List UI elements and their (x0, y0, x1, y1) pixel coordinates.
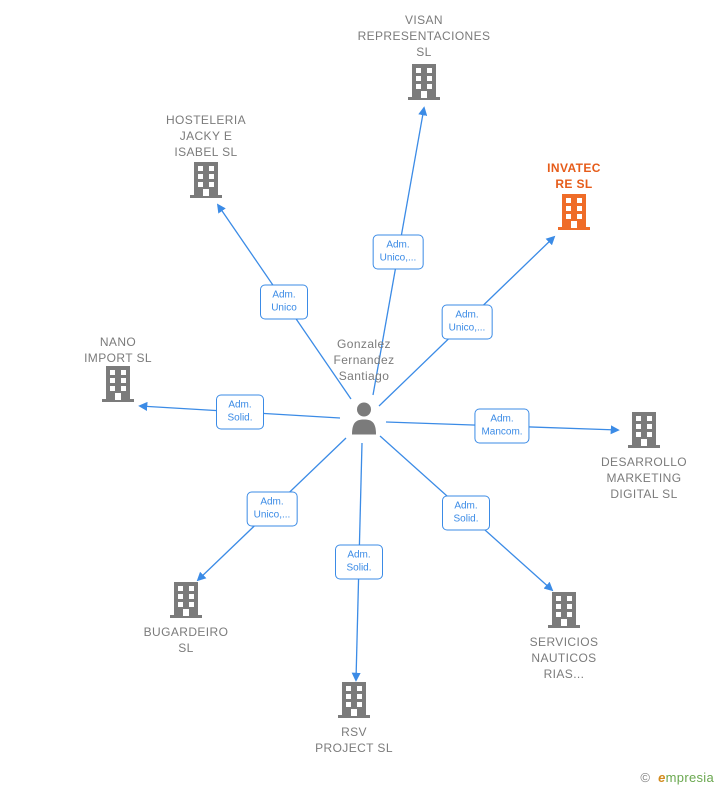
edge-line (380, 436, 552, 590)
edge-line (140, 406, 340, 418)
copyright-symbol: © (640, 770, 650, 785)
edge-line (379, 237, 554, 406)
footer-attribution: © empresia (640, 770, 714, 785)
brand-e: e (658, 770, 666, 785)
edges-layer (0, 0, 728, 795)
edge-line (386, 422, 618, 430)
edge-line (356, 443, 362, 680)
brand-rest: mpresia (666, 770, 714, 785)
edge-line (373, 108, 424, 395)
edge-line (198, 438, 346, 580)
edge-line (218, 205, 351, 399)
